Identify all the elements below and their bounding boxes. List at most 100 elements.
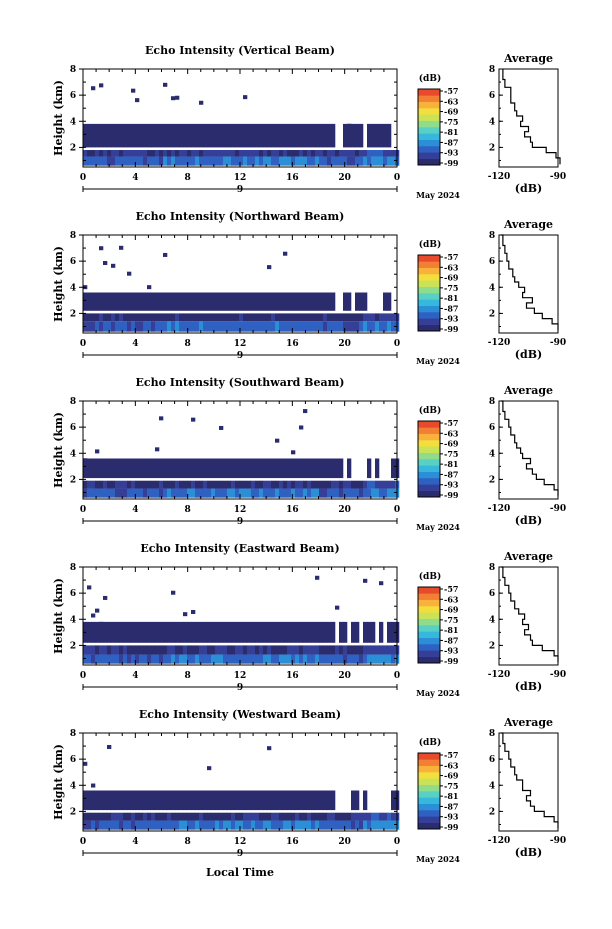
x-tick-label: 0 [394,173,400,183]
heatmap-cell [231,480,236,489]
heatmap-cell [299,488,304,498]
heatmap-cell [335,458,340,479]
heatmap-cell [175,458,180,479]
heatmap-cell [171,812,176,821]
colorbar-swatch [418,759,440,766]
heatmap-cell [359,321,364,332]
heatmap-cell [355,123,360,148]
colorbar-swatch [418,139,440,147]
heatmap-cell [359,480,364,489]
heatmap-cell [95,458,100,479]
heatmap-cell [111,313,116,322]
y-tick-label: 6 [70,423,76,433]
avg-x-tick-label: -120 [488,836,511,846]
y-tick-label: 6 [70,257,76,267]
panel-1: Echo Intensity (Northward Beam) 2 4 6 8 Heigh… [52,210,460,366]
heatmap-cell [135,480,140,489]
heatmap-cell [247,621,252,643]
heatmap-cell [251,790,256,811]
heatmap-cell [147,313,152,322]
heatmap-cell [183,654,188,664]
avg-x-tick-label: -120 [488,504,511,514]
heatmap-cell [311,790,316,811]
heatmap-cell [107,820,112,830]
heatmap-cell [203,488,208,498]
heatmap-cell [271,488,276,498]
heatmap-cell [135,654,140,664]
heatmap-cell [359,645,364,655]
colorbar-tick-label: -75 [444,781,458,791]
heatmap-cell [351,790,356,811]
heatmap-cell [327,313,332,322]
heatmap-cell [123,150,128,157]
heatmap-cell [223,790,228,811]
heatmap-cell [91,613,96,618]
x-tick-label: 0 [80,505,86,515]
heatmap-cell [263,621,268,643]
colorbar-unit: (dB) [419,571,441,582]
heatmap-cell [299,820,304,830]
heatmap-cell [299,645,304,655]
heatmap-cell [247,654,252,664]
colorbar-swatch [418,293,440,300]
colorbar-swatch [418,625,440,632]
heatmap-cell [103,812,108,821]
heatmap-cell [259,654,264,664]
heatmap-cell [195,790,200,811]
heatmap-cell [319,156,324,166]
heatmap-cell [103,150,108,157]
heatmap-cell [191,123,196,148]
heatmap-cell [211,123,216,148]
heatmap-cell [271,292,276,311]
heatmap-cell [291,480,296,489]
heatmap-cell [195,156,200,166]
heatmap-cell [331,654,336,664]
heatmap-cell [227,621,232,643]
heatmap-cell [227,458,232,479]
heatmap-cell [343,654,348,664]
heatmap-cell [307,654,312,664]
heatmap-cell [135,156,140,166]
heatmap-cell [171,590,176,595]
y-tick-label: 8 [70,729,76,739]
colorbar-swatch [418,440,440,447]
heatmap-cell [167,321,172,332]
heatmap-cell [151,313,156,322]
heatmap-cell [167,790,172,811]
heatmap-cell [223,488,228,498]
heatmap-cell [299,150,304,157]
heatmap-cell [275,621,280,643]
heatmap-cell [219,654,224,664]
avg-x-tick-label: -90 [550,836,566,846]
heatmap-cell [307,488,312,498]
colorbar-swatch [418,120,440,128]
heatmap-cell [95,292,100,311]
heatmap-cell [323,156,328,166]
colorbar-swatch [418,784,440,792]
heatmap-cell [271,150,276,157]
heatmap-cell [347,156,352,166]
heatmap-cell [227,654,232,664]
heatmap-cell [99,150,104,157]
heatmap-cell [155,123,160,148]
heatmap-cell [283,123,288,148]
heatmap-cell [371,313,376,322]
heatmap-cell [83,292,88,311]
heatmap-cell [319,321,324,332]
heatmap-cell [279,156,284,166]
heatmap-cell [263,790,268,811]
average-title: Average [503,52,553,65]
colorbar-swatch [418,146,440,153]
heatmap-cell [147,156,152,166]
heatmap-cell [379,123,384,148]
heatmap-cell [391,458,396,479]
colorbar-tick-label: -93 [444,480,459,490]
heatmap-cell [203,812,208,821]
heatmap-cell [275,654,280,664]
heatmap-cell [87,645,92,655]
colorbar-swatch [418,612,440,619]
heatmap-cell [243,812,248,821]
heatmap-cell [295,645,300,655]
heatmap-cell [303,488,308,498]
y-tick-label: 6 [70,755,76,765]
